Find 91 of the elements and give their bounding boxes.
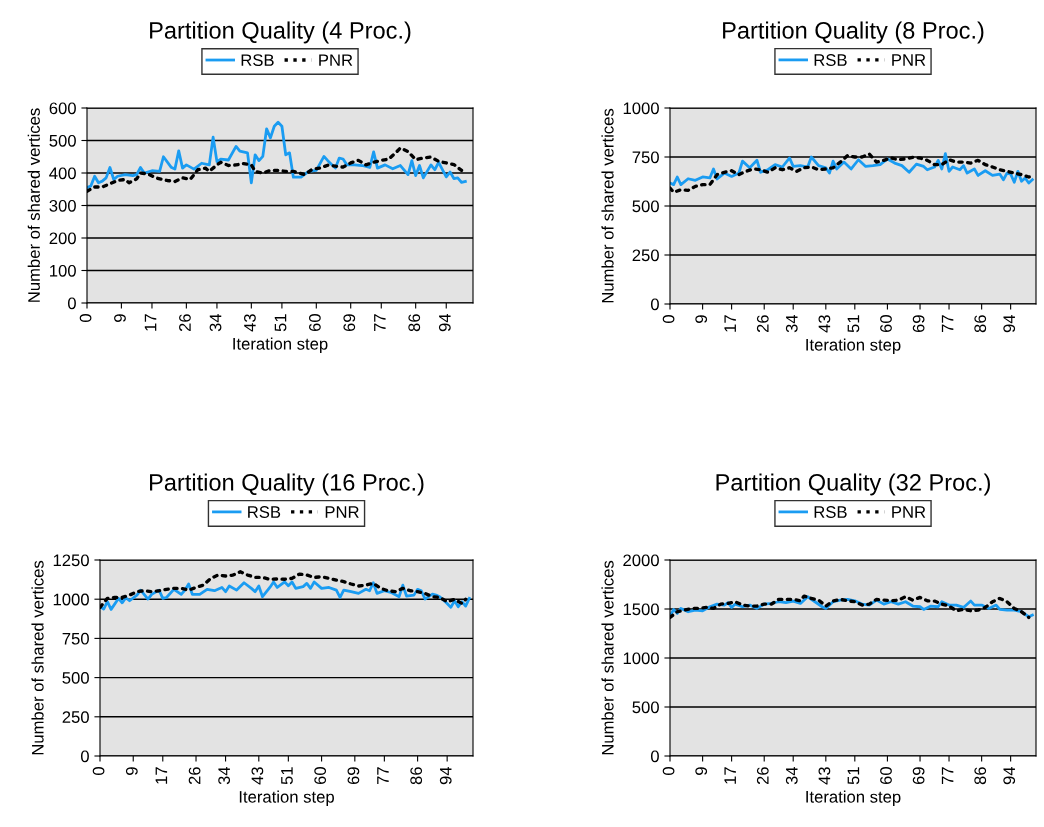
x-tick-label: 0 <box>92 767 105 776</box>
x-tick-label: 34 <box>785 314 798 333</box>
x-tick-label: 86 <box>410 767 423 785</box>
x-tick-label: 86 <box>408 314 421 332</box>
x-tick-label: 9 <box>125 767 138 775</box>
x-tick-label: 51 <box>274 314 287 332</box>
x-axis-title: Iteration step <box>239 790 334 807</box>
x-tick-label: 26 <box>179 314 191 332</box>
y-tick-label: 2000 <box>623 554 659 567</box>
x-tick-label: 51 <box>281 767 293 785</box>
y-tick-label: 500 <box>49 134 76 147</box>
x-tick-label: 60 <box>880 767 892 785</box>
y-tick-label: 400 <box>49 167 76 180</box>
y-tick-label: 0 <box>650 298 659 311</box>
x-tick-label: 60 <box>880 315 892 333</box>
y-tick-label: 300 <box>49 199 76 212</box>
x-tick-label: 69 <box>347 767 360 785</box>
y-tick-label: 500 <box>62 672 89 684</box>
x-axis-title: Iteration step <box>233 337 328 354</box>
x-tick-label: 77 <box>941 315 954 333</box>
legend-label: RSB <box>814 506 847 518</box>
x-tick-label: 60 <box>308 314 321 332</box>
x-tick-label: 94 <box>438 313 451 332</box>
legend-label: RSB <box>248 506 281 518</box>
legend-label: PNR <box>325 506 359 518</box>
chart-title: Partition Quality (8 Proc.) <box>723 21 984 44</box>
x-tick-label: 60 <box>314 767 327 785</box>
y-tick-label: 100 <box>50 264 76 277</box>
y-tick-label: 750 <box>62 632 89 645</box>
y-tick-label: 600 <box>49 102 76 115</box>
chart-title: Partition Quality (16 Proc.) <box>150 473 424 496</box>
y-tick-label: 0 <box>650 750 659 763</box>
x-tick-label: 17 <box>724 315 736 332</box>
x-axis-title: Iteration step <box>806 790 901 807</box>
y-tick-label: 500 <box>632 701 659 714</box>
y-tick-label: 1500 <box>623 603 659 616</box>
x-tick-label: 86 <box>974 315 987 333</box>
x-tick-label: 86 <box>974 767 987 785</box>
x-tick-label: 94 <box>439 766 452 785</box>
y-tick-label: 1000 <box>623 652 659 665</box>
x-tick-label: 0 <box>662 767 675 776</box>
x-tick-label: 17 <box>144 314 157 331</box>
x-tick-label: 0 <box>662 315 675 324</box>
x-tick-label: 77 <box>374 314 386 332</box>
x-tick-label: 9 <box>695 767 708 775</box>
x-tick-label: 34 <box>218 766 231 785</box>
x-tick-label: 34 <box>209 313 222 332</box>
x-tick-label: 69 <box>912 767 925 785</box>
x-tick-label: 43 <box>244 314 256 332</box>
x-tick-label: 69 <box>343 314 356 332</box>
x-tick-label: 94 <box>1003 314 1016 333</box>
x-tick-label: 26 <box>756 315 769 333</box>
y-tick-label: 250 <box>632 249 659 262</box>
y-tick-label: 0 <box>80 750 89 763</box>
y-tick-label: 750 <box>632 151 659 164</box>
line-series <box>87 120 467 190</box>
x-tick-label: 34 <box>785 766 798 785</box>
x-tick-label: 51 <box>847 767 860 785</box>
x-tick-label: 77 <box>377 767 389 785</box>
x-tick-label: 51 <box>847 315 860 333</box>
x-tick-label: 69 <box>912 315 925 333</box>
x-tick-label: 94 <box>1003 766 1016 785</box>
x-tick-label: 17 <box>155 767 168 784</box>
y-tick-label: 1000 <box>623 102 659 115</box>
x-tick-label: 43 <box>251 767 264 785</box>
y-axis-title: Number of shared vertices <box>601 560 614 755</box>
y-tick-label: 200 <box>49 232 76 245</box>
x-tick-label: 77 <box>941 767 954 785</box>
x-tick-label: 43 <box>818 315 831 333</box>
y-tick-label: 1250 <box>53 554 89 567</box>
y-tick-label: 0 <box>67 297 76 310</box>
x-axis-title: Iteration step <box>806 338 901 355</box>
x-tick-label: 9 <box>114 314 126 322</box>
chart-title: Partition Quality (4 Proc.) <box>150 21 411 44</box>
legend-label: PNR <box>319 54 353 66</box>
y-tick-label: 500 <box>632 200 659 213</box>
y-tick-label: 1000 <box>53 593 89 606</box>
x-tick-label: 17 <box>724 767 736 784</box>
y-axis-title: Number of shared vertices <box>601 108 614 303</box>
y-axis-title: Number of shared vertices <box>31 560 44 755</box>
x-tick-label: 26 <box>756 767 769 785</box>
x-tick-label: 26 <box>188 767 201 785</box>
legend-label: PNR <box>892 54 926 66</box>
legend-label: RSB <box>241 54 274 67</box>
chart-title: Partition Quality (32 Proc.) <box>716 473 990 496</box>
y-tick-label: 250 <box>62 711 89 723</box>
y-axis-title: Number of shared vertices <box>27 108 40 302</box>
x-tick-label: 9 <box>695 315 708 323</box>
legend-label: PNR <box>892 506 926 518</box>
x-tick-label: 43 <box>818 767 831 785</box>
legend-label: RSB <box>814 54 847 66</box>
